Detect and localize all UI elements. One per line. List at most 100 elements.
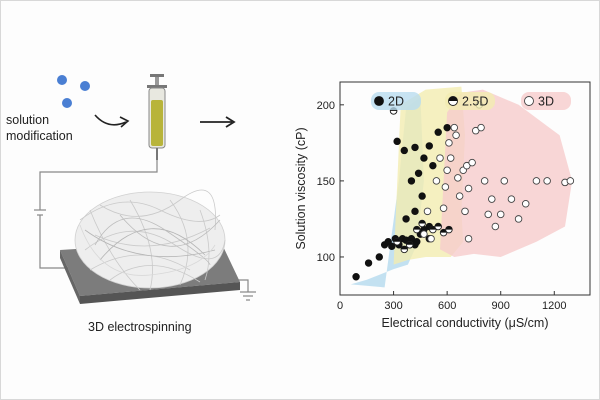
data-point-3d <box>496 210 505 219</box>
data-point-3d <box>450 123 459 132</box>
half-marker-fill <box>440 229 447 233</box>
half-marker-fill <box>445 226 453 230</box>
y-tick-label: 200 <box>317 100 335 112</box>
half-marker-fill <box>429 226 437 230</box>
data-point-3d <box>439 204 448 213</box>
data-point-3d <box>543 177 551 185</box>
y-tick-label: 150 <box>317 176 335 188</box>
data-point-3d <box>480 177 489 185</box>
x-tick-label: 1200 <box>542 300 566 312</box>
data-point-3d <box>452 131 460 139</box>
legend-marker-2d <box>374 96 384 106</box>
y-tick-label: 100 <box>317 252 335 264</box>
droplet-icon <box>57 75 67 85</box>
data-point-3d <box>488 195 496 203</box>
data-point-2d <box>414 169 423 177</box>
x-tick-label: 0 <box>337 300 343 312</box>
legend-label: 2D <box>388 95 404 109</box>
plot-frame <box>339 81 591 296</box>
x-tick-label: 600 <box>438 300 456 312</box>
data-point-3d <box>464 234 473 243</box>
regions-layer <box>350 86 573 288</box>
data-point-2d <box>400 146 408 155</box>
legend-label: 3D <box>538 95 554 109</box>
label-line: solution <box>6 113 50 127</box>
data-point-3d <box>514 215 523 223</box>
x-tick-label: 900 <box>492 300 510 312</box>
data-point-2d <box>411 143 419 152</box>
legend-marker-2-5d <box>448 96 458 106</box>
half-marker-fill <box>400 246 408 250</box>
data-point-3d <box>432 177 441 185</box>
data-point-2-5d <box>393 237 401 246</box>
data-point-2-5d <box>405 241 414 249</box>
data-point-2-5d <box>400 245 409 254</box>
data-point-3d <box>484 210 492 219</box>
data-point-2-5d <box>434 222 442 231</box>
data-point-3d <box>461 207 469 216</box>
legend-swatch <box>521 92 571 110</box>
data-point-3d <box>500 177 509 185</box>
data-point-3d <box>532 177 541 185</box>
legend-swatch <box>445 92 495 110</box>
data-point-3d <box>446 154 455 162</box>
half-marker-fill <box>413 226 421 230</box>
legend-swatch <box>371 92 421 110</box>
data-point-3d <box>423 207 432 216</box>
data-point-2-5d <box>413 225 421 234</box>
data-point-3d <box>454 174 462 182</box>
data-point-3d <box>566 177 575 185</box>
data-point-3d <box>477 123 485 132</box>
half-marker-fill <box>418 220 426 224</box>
circuit-wire <box>34 160 256 301</box>
data-point-3d <box>443 166 451 174</box>
half-marker-fill <box>448 96 458 101</box>
region-3d <box>440 89 573 257</box>
droplet-icon <box>80 81 90 91</box>
data-point-3d <box>464 184 473 193</box>
data-point-3d <box>507 195 516 203</box>
data-point-2d <box>420 154 428 162</box>
data-point-2d <box>375 253 383 261</box>
legend: 2D 2.5D 3D <box>371 92 571 110</box>
data-point-3d <box>468 158 476 167</box>
fiber-mat <box>74 189 226 291</box>
data-point-2d <box>418 192 426 200</box>
data-point-2d <box>393 137 401 146</box>
data-point-2d <box>411 207 419 216</box>
legend-marker-3d <box>524 96 534 106</box>
data-point-2d <box>352 273 360 281</box>
data-point-3d <box>455 192 464 200</box>
label-line: modification <box>6 129 73 143</box>
x-axis-label: Electrical conductivity (μS/cm) <box>382 316 549 330</box>
data-point-3d <box>441 183 450 191</box>
data-point-3d <box>445 139 453 147</box>
data-point-2d <box>425 142 433 150</box>
data-point-2d <box>402 215 410 223</box>
half-marker-fill <box>434 223 442 227</box>
data-point-3d <box>521 199 530 208</box>
data-point-3d <box>420 230 428 238</box>
data-point-2d <box>407 177 416 185</box>
half-marker-fill <box>393 238 401 242</box>
y-axis-label: Solution viscosity (cP) <box>294 127 308 249</box>
solution-modification-label: solution modification <box>6 112 73 144</box>
ticks-layer: 0 300 600 900 1200 100 150 200 <box>317 100 567 312</box>
data-point-2-5d <box>429 225 437 234</box>
curved-arrow-icon <box>94 114 127 126</box>
data-point-2d <box>429 161 437 170</box>
data-point-2d <box>364 259 373 267</box>
data-point-3d <box>436 154 444 162</box>
syringe-icon <box>147 74 167 160</box>
x-tick-label: 300 <box>384 300 402 312</box>
data-point-2-5d <box>418 219 426 228</box>
half-marker-fill <box>406 241 413 245</box>
data-point-2-5d <box>445 225 453 234</box>
data-point-3d <box>491 222 500 231</box>
data-point-2d <box>388 242 396 251</box>
data-point-2d <box>443 123 451 132</box>
data-point-2d <box>434 128 442 136</box>
